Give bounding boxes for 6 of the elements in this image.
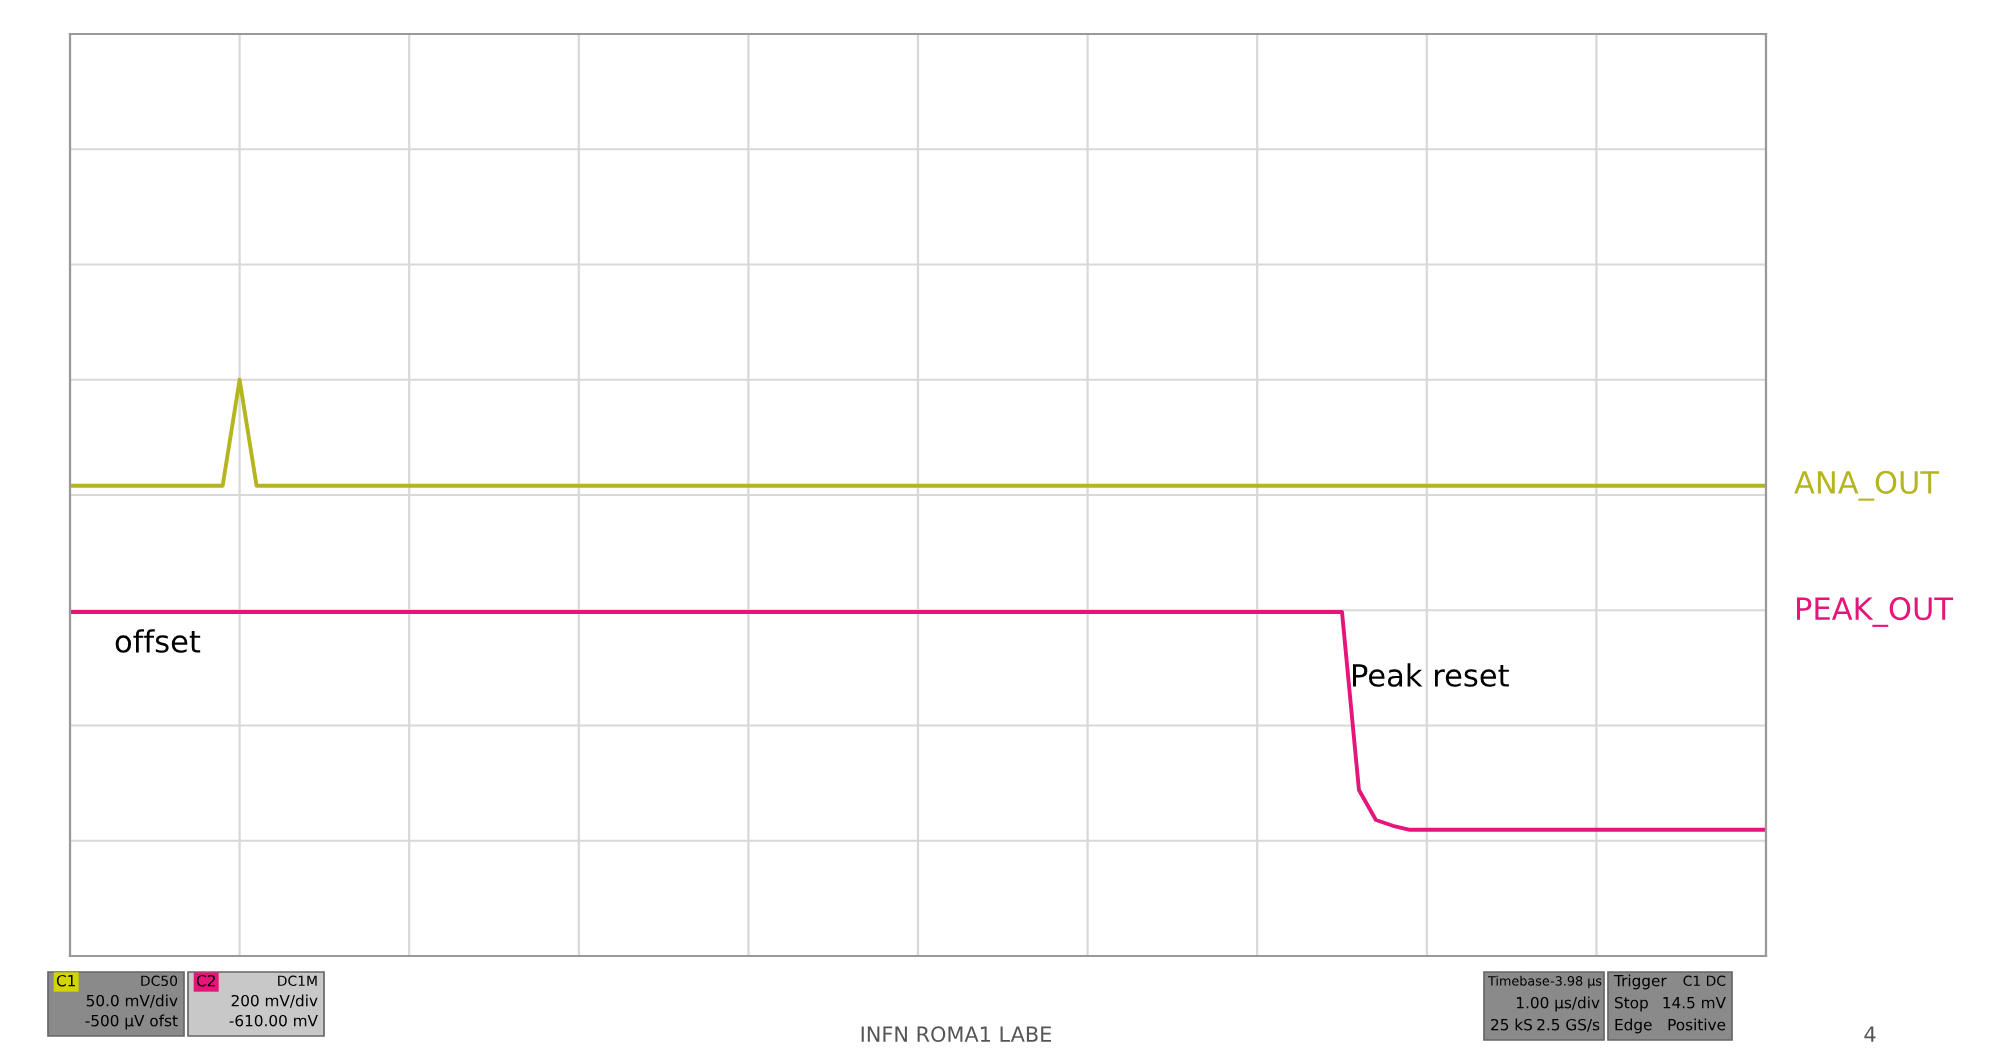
annotation: Peak reset [1353,663,1509,687]
text: PEAK_OUT [1797,597,1954,627]
annotation: offset [115,629,201,653]
text: INFN ROMA1 LABE [861,1026,1051,1043]
series-label: ANA_OUT [1794,470,1940,501]
text: 4 [1864,1026,1876,1042]
